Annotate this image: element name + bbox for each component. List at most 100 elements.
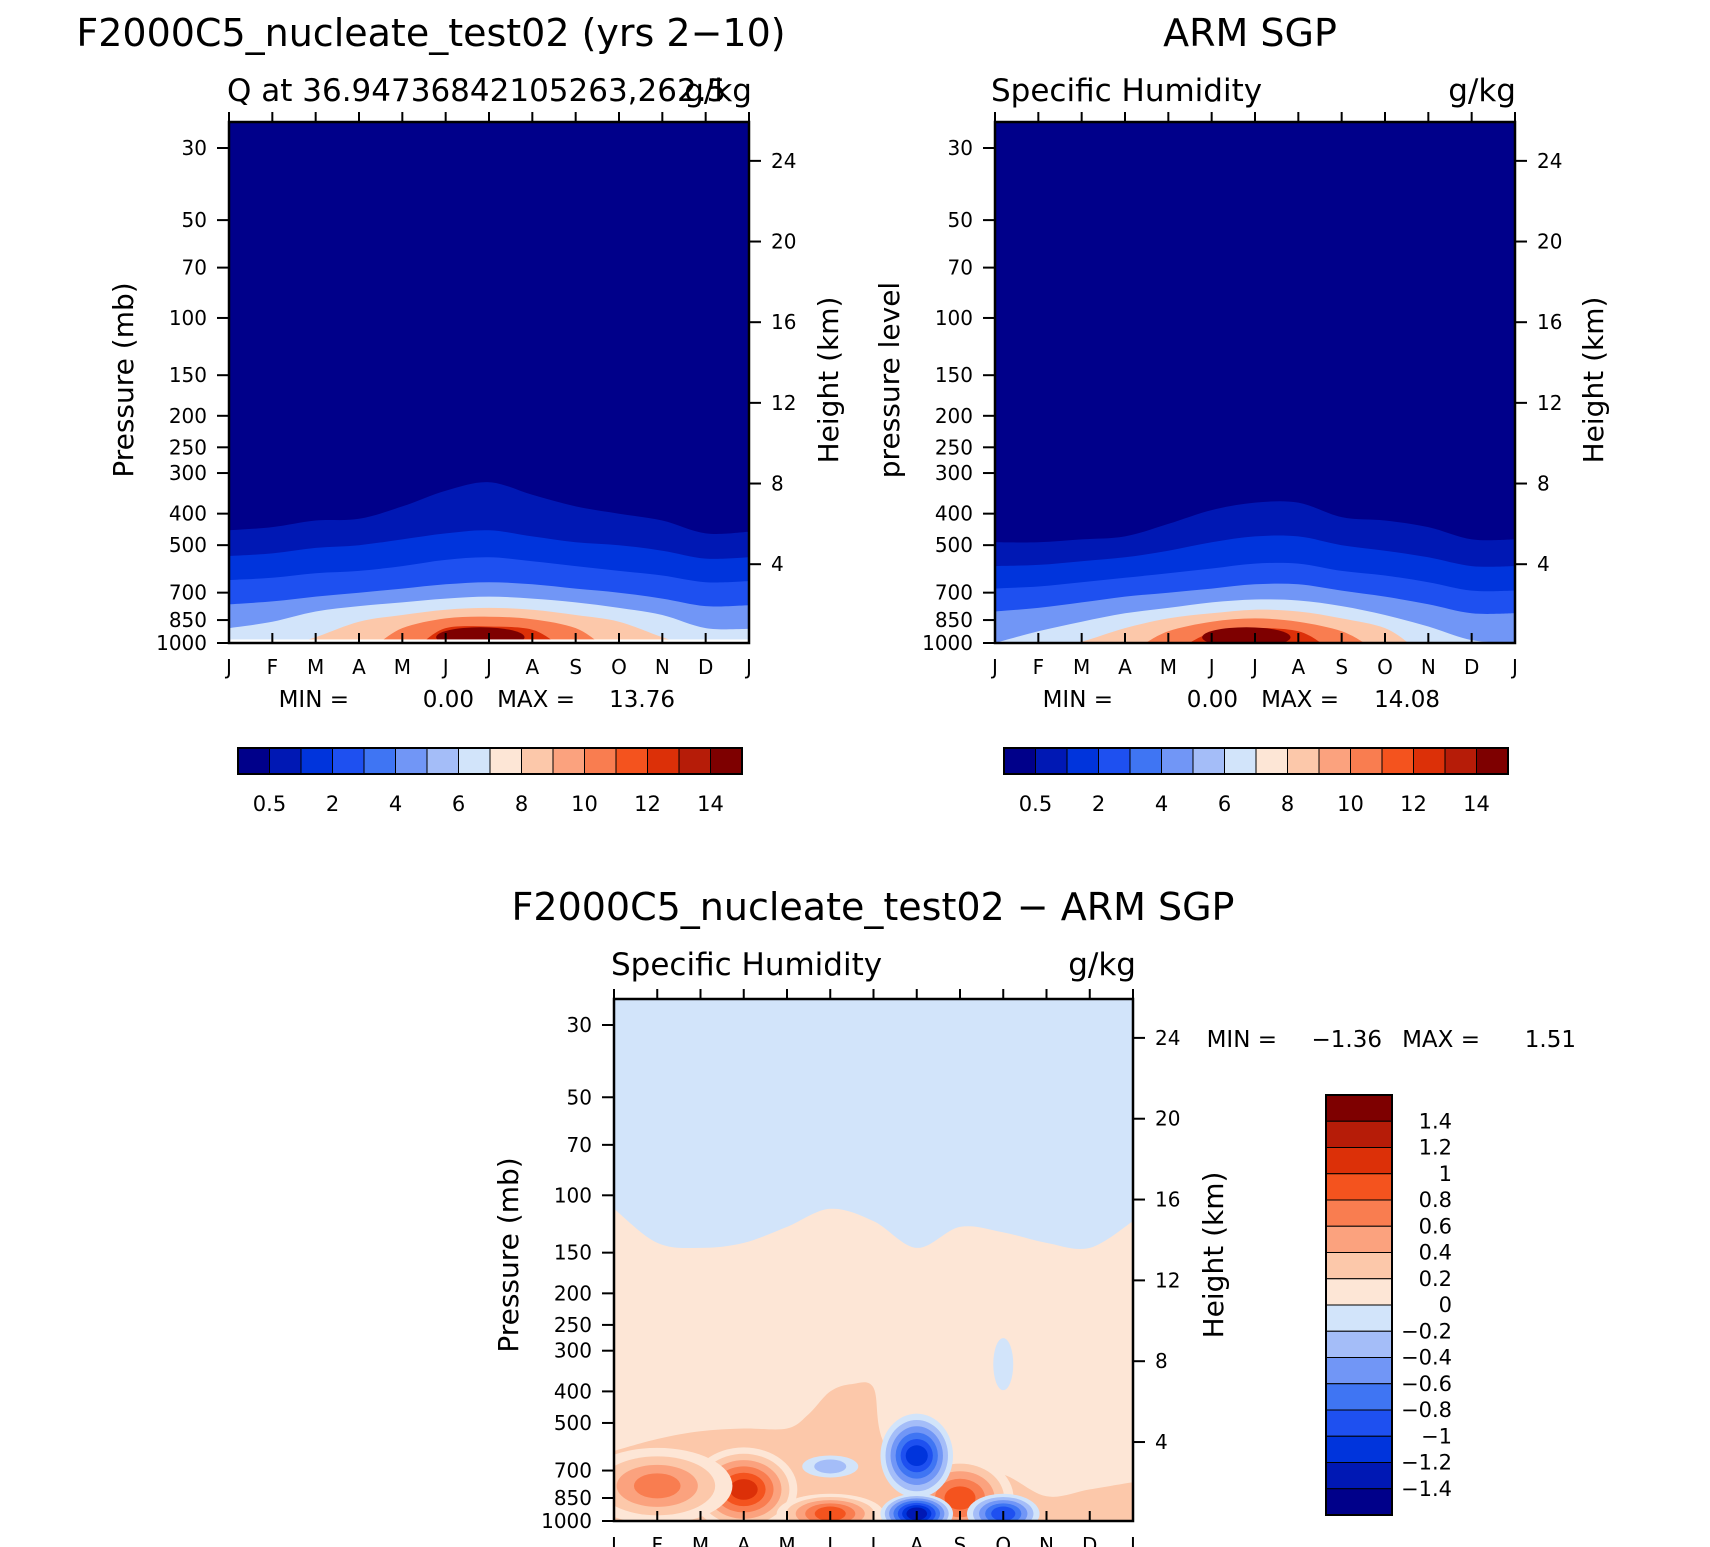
colorbar-swatch xyxy=(1325,1488,1393,1516)
y-tick-label-left: 500 xyxy=(554,1411,592,1435)
colorbar-swatch xyxy=(1325,1462,1393,1490)
y-tick-label-left: 700 xyxy=(554,1459,592,1483)
y-tick-label-left: 250 xyxy=(554,1313,592,1337)
x-tick-label: M xyxy=(778,1533,795,1547)
y-tick-label-left: 500 xyxy=(169,533,207,557)
colorbar-swatch xyxy=(615,747,648,775)
diff-feature-3-level-4 xyxy=(944,1486,976,1510)
panel-2-max-value: 14.08 xyxy=(1374,687,1440,713)
colorbar-swatch xyxy=(269,747,302,775)
colorbar-label: 2 xyxy=(1092,792,1105,816)
colorbar-label: 1 xyxy=(1439,1162,1452,1186)
panel-3-ylabel-left: Pressure (mb) xyxy=(492,1157,525,1352)
y-tick-label-left: 1000 xyxy=(922,631,973,655)
colorbar-label: 0 xyxy=(1439,1293,1452,1317)
colorbar-swatch xyxy=(1255,747,1288,775)
colorbar-label: 4 xyxy=(389,792,402,816)
y-tick-label-left: 150 xyxy=(554,1241,592,1265)
diff-feature-0-level-5 xyxy=(729,1479,758,1500)
y-tick-label-left: 250 xyxy=(935,435,973,459)
panel-2-min-value: 0.00 xyxy=(1187,687,1238,713)
panel-2-colorbar: 0.5 2 4 6 8 10 12 14 xyxy=(1003,747,1509,816)
diff-fill-upper-negative xyxy=(614,999,1133,1250)
x-tick-label: D xyxy=(1082,1533,1097,1547)
y-tick-label-left: 300 xyxy=(169,461,207,485)
colorbar-swatch xyxy=(1325,1173,1393,1201)
x-tick-label: O xyxy=(611,655,627,679)
x-tick-label: J xyxy=(1510,655,1518,679)
colorbar-label: −0.4 xyxy=(1401,1346,1452,1370)
colorbar-label: −1.4 xyxy=(1401,1477,1452,1501)
panel-model: F2000C5_nucleate_test02 (yrs 2−10) Q at … xyxy=(76,11,845,816)
panel-2-plot-area xyxy=(995,122,1515,643)
colorbar-swatch xyxy=(1444,747,1477,775)
colorbar-swatch xyxy=(1325,1383,1393,1411)
x-tick-label: F xyxy=(267,655,279,679)
y-tick-label-left: 700 xyxy=(935,581,973,605)
panel-1-ylabel-left: Pressure (mb) xyxy=(107,282,140,477)
panel-1-units: g/kg xyxy=(684,73,752,109)
y-tick-label-right: 24 xyxy=(1537,149,1562,173)
colorbar-swatch xyxy=(363,747,396,775)
colorbar-label: 0.6 xyxy=(1419,1214,1452,1238)
colorbar-label: 0.5 xyxy=(1019,792,1052,816)
diff-feature-8-level-0 xyxy=(993,1338,1014,1391)
y-tick-label-left: 70 xyxy=(182,256,207,280)
colorbar-swatch xyxy=(1325,1147,1393,1175)
colorbar-label: −0.6 xyxy=(1401,1372,1452,1396)
y-tick-label-left: 200 xyxy=(169,404,207,428)
colorbar-swatch xyxy=(1192,747,1225,775)
y-tick-label-left: 300 xyxy=(935,461,973,485)
colorbar-label: 12 xyxy=(1400,792,1427,816)
y-tick-label-left: 1000 xyxy=(541,1509,592,1533)
panel-3-min-label: MIN = xyxy=(1207,1027,1277,1053)
y-tick-label-left: 70 xyxy=(567,1133,592,1157)
y-tick-label-left: 50 xyxy=(182,208,207,232)
contour-fill-peak xyxy=(436,627,525,643)
panel-3-colorbar: 1.4 1.210.80.6 0.40.20−0.2 −0.4−0.6−0.8−1 −1… xyxy=(1325,1094,1452,1516)
x-tick-label: S xyxy=(569,655,582,679)
y-tick-label-left: 100 xyxy=(554,1183,592,1207)
x-tick-label: N xyxy=(655,655,670,679)
colorbar-swatch xyxy=(1287,747,1320,775)
colorbar-swatch xyxy=(1161,747,1194,775)
y-tick-label-left: 30 xyxy=(567,1013,592,1037)
colorbar-swatch xyxy=(710,747,743,775)
x-tick-label: A xyxy=(525,655,539,679)
colorbar-swatch xyxy=(395,747,428,775)
x-tick-label: D xyxy=(1464,655,1479,679)
colorbar-swatch xyxy=(426,747,459,775)
x-tick-label: M xyxy=(1160,655,1177,679)
y-tick-label-left: 850 xyxy=(169,608,207,632)
y-tick-label-right: 8 xyxy=(771,472,784,496)
y-tick-label-left: 850 xyxy=(554,1486,592,1510)
colorbar-label: 10 xyxy=(571,792,598,816)
colorbar-swatch xyxy=(332,747,365,775)
x-tick-label: J xyxy=(1207,655,1215,679)
colorbar-swatch xyxy=(1325,1120,1393,1148)
colorbar-swatch xyxy=(1476,747,1509,775)
panel-3-title: F2000C5_nucleate_test02 − ARM SGP xyxy=(512,885,1235,929)
colorbar-swatch xyxy=(1098,747,1131,775)
panel-2-min-label: MIN = xyxy=(1043,687,1113,713)
y-tick-label-left: 70 xyxy=(948,256,973,280)
x-tick-label: J xyxy=(990,655,998,679)
y-tick-label-left: 400 xyxy=(935,502,973,526)
colorbar-swatch xyxy=(1035,747,1068,775)
colorbar-swatch xyxy=(1325,1252,1393,1280)
colorbar-swatch xyxy=(1325,1357,1393,1385)
x-tick-label: A xyxy=(910,1533,924,1547)
y-tick-label-left: 400 xyxy=(554,1379,592,1403)
x-tick-label: M xyxy=(307,655,324,679)
panel-1-min-value: 0.00 xyxy=(423,687,474,713)
colorbar-swatch xyxy=(1381,747,1414,775)
y-tick-label-right: 4 xyxy=(1155,1430,1168,1454)
panel-3-left-label: Specific Humidity xyxy=(611,947,882,983)
x-tick-label: A xyxy=(737,1533,751,1547)
y-tick-label-right: 4 xyxy=(771,552,784,576)
colorbar-swatch xyxy=(678,747,711,775)
x-tick-label: A xyxy=(1291,655,1305,679)
diff-feature-4-level-5 xyxy=(905,1445,928,1466)
